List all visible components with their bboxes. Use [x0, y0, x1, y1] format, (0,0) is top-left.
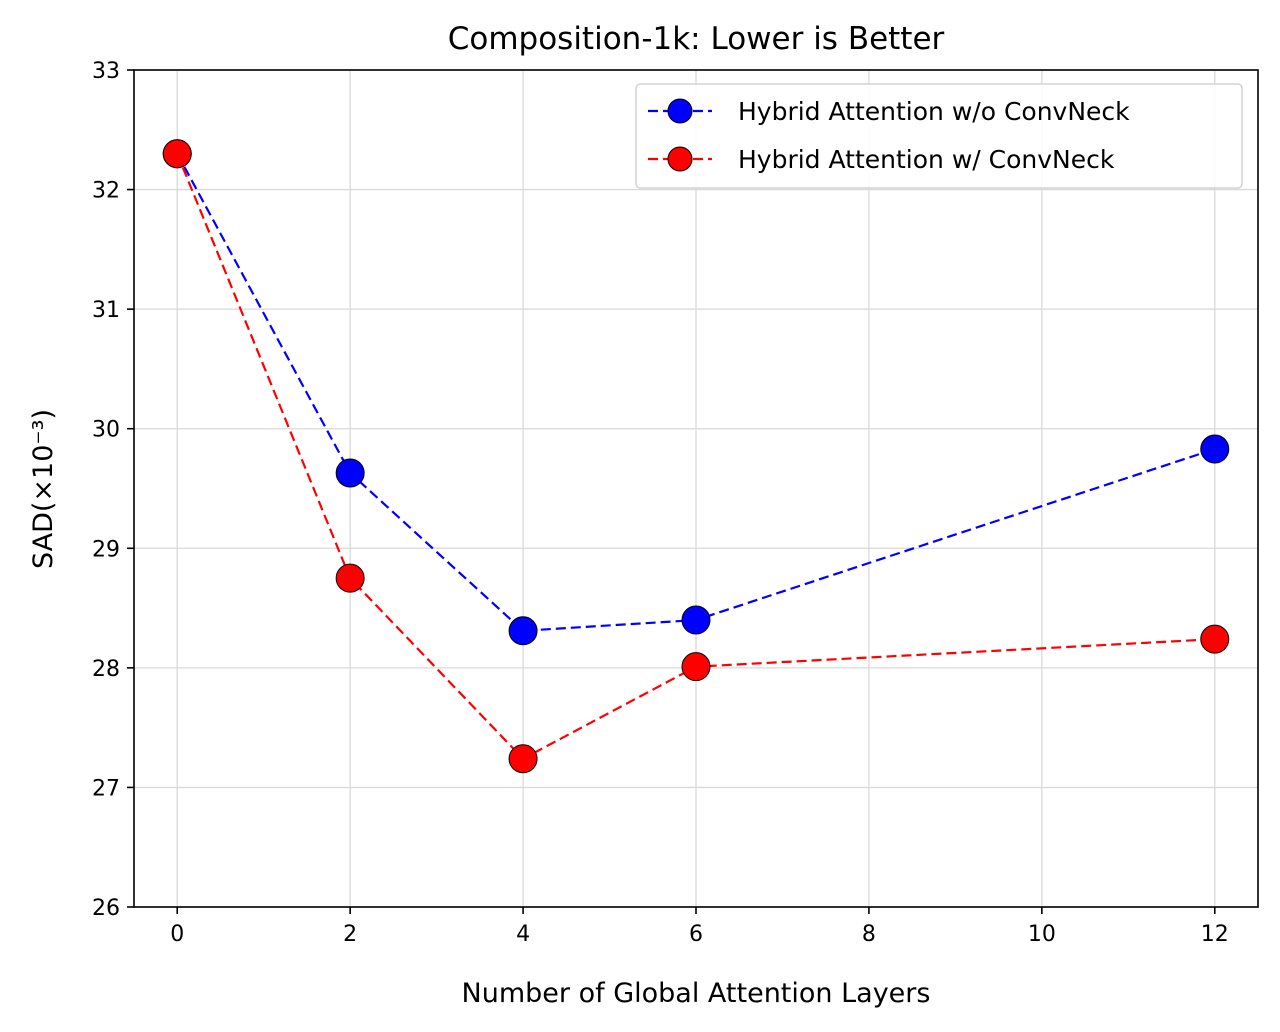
x-tick-label: 0 — [170, 922, 184, 947]
y-tick-label: 28 — [92, 657, 120, 682]
y-tick-label: 31 — [92, 298, 120, 323]
y-tick-label: 29 — [92, 537, 120, 562]
x-tick-label: 10 — [1028, 922, 1056, 947]
axis-ticks: 0 2 4 6 8 10 12 26 27 28 29 30 31 32 33 — [92, 59, 1229, 947]
series-group — [162, 139, 1230, 774]
legend: Hybrid Attention w/o ConvNeck Hybrid Atte… — [635, 83, 1243, 189]
x-tick-label: 4 — [516, 922, 530, 947]
y-tick-label: 32 — [92, 179, 120, 204]
series-1-point — [335, 563, 365, 593]
grid — [134, 69, 1258, 908]
y-tick-label: 33 — [92, 59, 120, 84]
series-0-point — [1200, 434, 1230, 464]
series-0-point — [681, 605, 711, 635]
series-1-point — [162, 139, 192, 169]
plot-frame — [133, 69, 1259, 908]
y-tick-label: 27 — [92, 776, 120, 801]
y-tick-label: 26 — [92, 896, 120, 921]
series-1-point — [681, 652, 711, 682]
x-axis-label: Number of Global Attention Layers — [462, 978, 931, 1009]
series-1-point — [508, 744, 538, 774]
legend-label-0: Hybrid Attention w/o ConvNeck — [738, 97, 1130, 126]
series-line-0 — [176, 153, 1216, 632]
x-tick-label: 12 — [1201, 922, 1229, 947]
y-axis-label: SAD(×10⁻³) — [28, 409, 59, 569]
y-tick-label: 30 — [92, 418, 120, 443]
series-0-point — [508, 616, 538, 646]
legend-marker-1 — [667, 146, 693, 172]
series-1-point — [1200, 624, 1230, 654]
x-tick-label: 8 — [862, 922, 876, 947]
chart-title: Composition-1k: Lower is Better — [448, 21, 945, 57]
legend-label-1: Hybrid Attention w/ ConvNeck — [738, 145, 1115, 174]
legend-marker-0 — [667, 98, 693, 124]
x-tick-label: 6 — [689, 922, 703, 947]
legend-box — [635, 83, 1243, 189]
x-tick-label: 2 — [343, 922, 357, 947]
series-0-point — [335, 458, 365, 488]
